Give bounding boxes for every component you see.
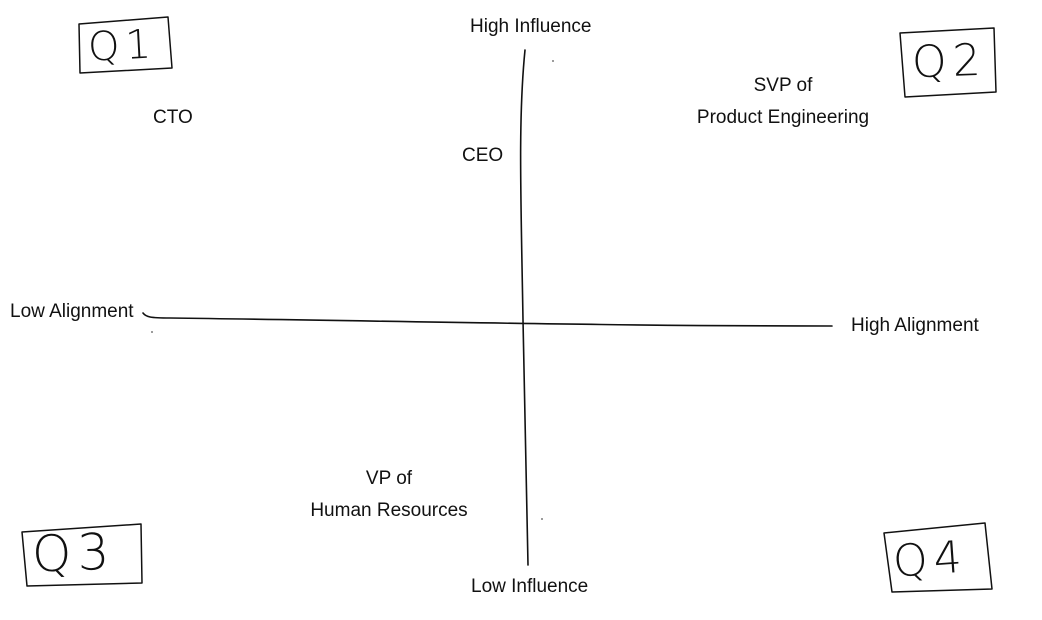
alignment-axis — [142, 312, 833, 327]
stakeholder-svp-line2: Product Engineering — [696, 107, 870, 128]
stakeholder-vp-line1: VP of — [365, 468, 413, 489]
stakeholder-vp: VP of Human Resources — [306, 467, 472, 523]
top-axis-label: High Influence — [470, 16, 592, 37]
stakeholder-svp: SVP of Product Engineering — [690, 74, 876, 130]
q2-tag: Q2 — [911, 34, 988, 89]
q4-tag: Q4 — [891, 531, 970, 588]
stray-dot — [151, 331, 153, 333]
stray-dot — [541, 518, 543, 520]
q4-box — [883, 522, 993, 593]
q2-box — [899, 27, 997, 98]
stakeholder-svp-line1: SVP of — [753, 75, 813, 96]
right-axis-label: High Alignment — [851, 315, 979, 336]
q1-tag: Q1 — [86, 21, 159, 71]
q1-box — [78, 16, 173, 74]
q3-box — [21, 523, 143, 587]
q3-tag: Q3 — [31, 522, 117, 584]
stray-dot — [552, 60, 554, 62]
stakeholder-vp-line2: Human Resources — [310, 500, 468, 521]
influence-axis — [519, 49, 529, 566]
bottom-axis-label: Low Influence — [471, 576, 589, 597]
stakeholder-cto: CTO — [153, 107, 193, 128]
stakeholder-ceo: CEO — [462, 145, 504, 166]
left-axis-label: Low Alignment — [10, 301, 134, 322]
